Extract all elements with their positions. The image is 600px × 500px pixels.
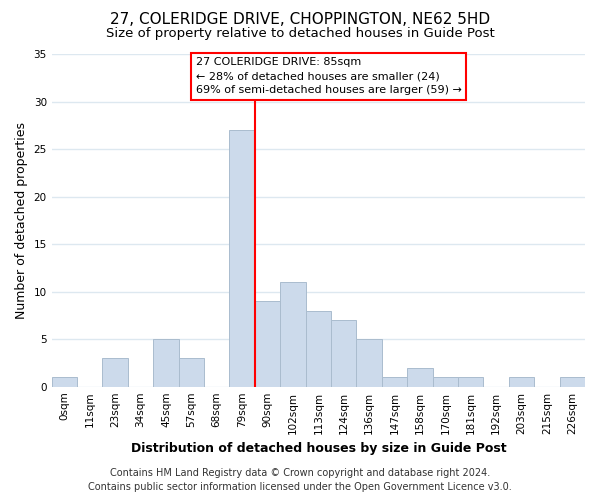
Bar: [103, 358, 128, 386]
Y-axis label: Number of detached properties: Number of detached properties: [15, 122, 28, 319]
Bar: [179, 358, 204, 386]
Bar: [52, 377, 77, 386]
X-axis label: Distribution of detached houses by size in Guide Post: Distribution of detached houses by size …: [131, 442, 506, 455]
Text: 27, COLERIDGE DRIVE, CHOPPINGTON, NE62 5HD: 27, COLERIDGE DRIVE, CHOPPINGTON, NE62 5…: [110, 12, 490, 28]
Bar: [229, 130, 255, 386]
Bar: [509, 377, 534, 386]
Text: Contains HM Land Registry data © Crown copyright and database right 2024.
Contai: Contains HM Land Registry data © Crown c…: [88, 468, 512, 492]
Bar: [382, 377, 407, 386]
Bar: [255, 301, 280, 386]
Bar: [331, 320, 356, 386]
Text: Size of property relative to detached houses in Guide Post: Size of property relative to detached ho…: [106, 28, 494, 40]
Bar: [305, 310, 331, 386]
Bar: [407, 368, 433, 386]
Bar: [433, 377, 458, 386]
Bar: [280, 282, 305, 387]
Bar: [458, 377, 484, 386]
Bar: [356, 339, 382, 386]
Bar: [153, 339, 179, 386]
Text: 27 COLERIDGE DRIVE: 85sqm
← 28% of detached houses are smaller (24)
69% of semi-: 27 COLERIDGE DRIVE: 85sqm ← 28% of detac…: [196, 58, 461, 96]
Bar: [560, 377, 585, 386]
